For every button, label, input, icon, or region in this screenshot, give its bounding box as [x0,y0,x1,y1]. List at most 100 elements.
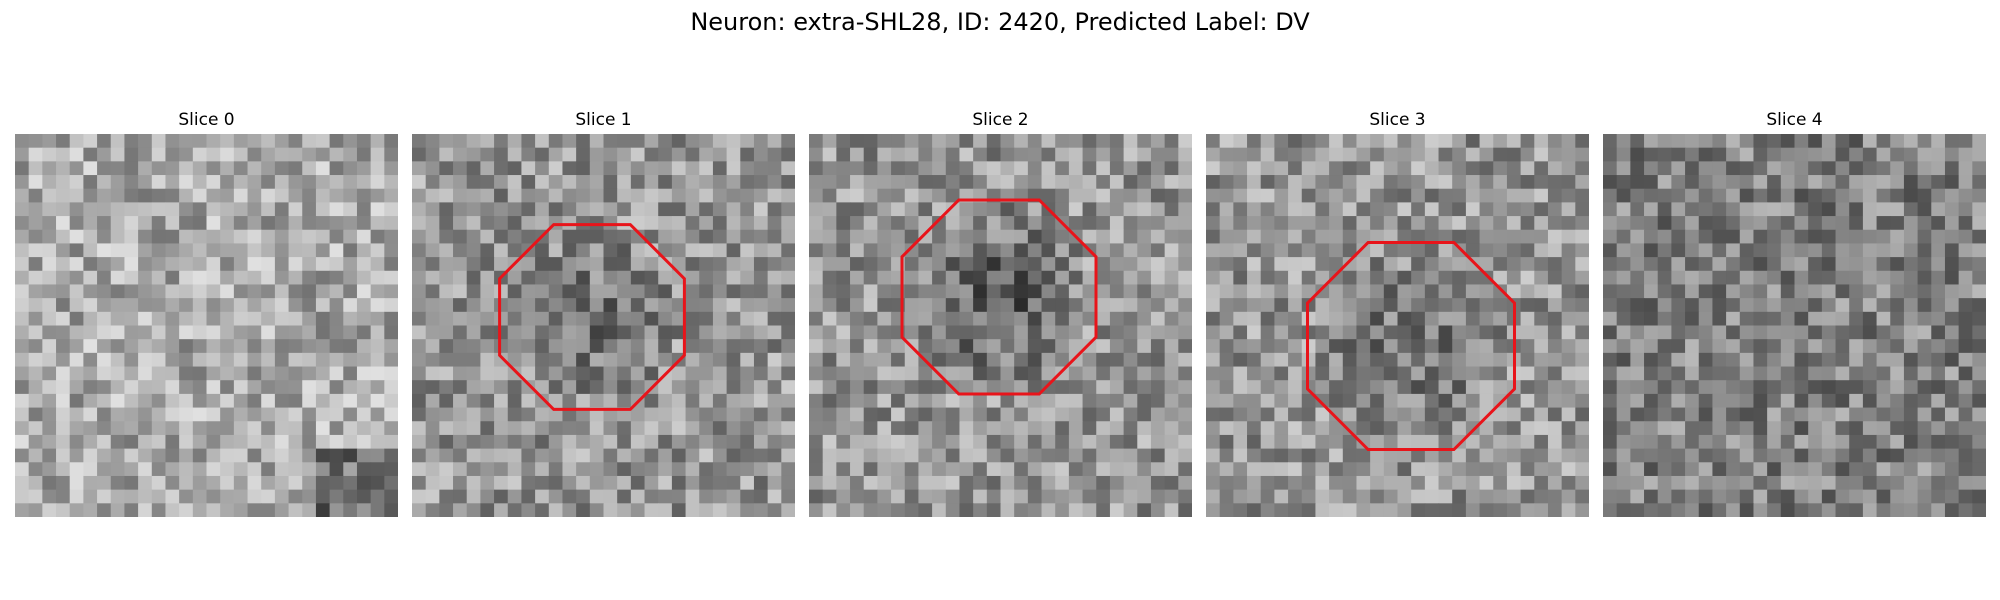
pixel-cell [1698,243,1713,258]
pixel-cell [1123,462,1138,477]
pixel-cell [1233,270,1248,285]
pixel-cell [1534,489,1549,504]
pixel-cell [83,161,98,176]
pixel-cell [1794,448,1809,463]
pixel-cell [192,284,207,299]
pixel-cell [1903,503,1919,517]
pixel-cell [1547,257,1563,272]
pixel-cell [1288,462,1303,477]
pixel-cell [83,229,98,244]
pixel-cell [1520,270,1535,285]
pixel-cell [1096,366,1111,381]
pixel-cell [918,161,933,176]
pixel-cell [671,243,687,258]
pixel-cell [1726,475,1741,491]
pixel-cell [932,229,947,244]
pixel-cell [1233,489,1248,504]
pixel-cell [850,489,865,504]
pixel-cell [1164,311,1179,326]
pixel-cell [15,147,30,162]
pixel-cell [863,216,878,231]
pixel-cell [1137,393,1152,409]
pixel-cell [206,434,221,450]
pixel-cell [1068,270,1084,285]
pixel-cell [138,503,153,517]
pixel-cell [233,311,249,326]
pixel-cell [466,188,481,203]
pixel-cell [1370,134,1385,149]
pixel-cell [1493,147,1508,162]
pixel-cell [1370,175,1385,190]
pixel-cell [480,462,495,477]
pixel-cell [1096,257,1111,272]
pixel-cell [1575,380,1589,395]
pixel-cell [1603,216,1618,231]
pixel-cell [1342,311,1357,326]
pixel-cell [1452,503,1467,517]
pixel-cell [1972,216,1986,231]
pixel-cell [699,380,714,395]
pixel-cell [315,434,331,450]
pixel-cell [1739,475,1754,491]
pixel-cell [151,298,166,313]
pixel-cell [302,134,317,149]
pixel-cell [356,380,372,395]
pixel-cell [1972,229,1986,244]
pixel-cell [726,352,741,368]
pixel-cell [439,188,454,203]
pixel-cell [1150,216,1166,231]
pixel-cell [658,216,673,231]
pixel-cell [1876,311,1891,326]
pixel-cell [630,243,646,258]
pixel-cell [1931,503,1946,517]
pixel-cell [1027,134,1043,149]
pixel-cell [1767,339,1782,354]
pixel-cell [83,311,98,326]
pixel-cell [1150,352,1166,368]
pixel-cell [1862,298,1878,313]
pixel-cell [1972,311,1986,326]
pixel-cell [1657,270,1672,285]
pixel-cell [1247,462,1262,477]
pixel-cell [1288,489,1303,504]
pixel-cell [850,448,865,463]
pixel-cell [179,243,194,258]
pixel-cell [343,475,358,491]
pixel-cell [1575,325,1589,340]
pixel-cell [494,161,509,176]
pixel-cell [740,175,755,190]
pixel-cell [315,134,331,149]
pixel-cell [124,147,139,162]
pixel-cell [1370,202,1385,217]
pixel-cell [521,489,536,504]
pixel-cell [1068,202,1084,217]
pixel-cell [959,147,974,162]
pixel-cell [1876,421,1891,436]
pixel-cell [1561,339,1576,354]
pixel-cell [138,147,153,162]
pixel-cell [1726,489,1741,504]
pixel-cell [1123,188,1138,203]
pixel-cell [1753,147,1768,162]
pixel-cell [412,503,427,517]
pixel-cell [589,298,604,313]
pixel-cell [850,284,865,299]
pixel-cell [97,188,112,203]
pixel-cell [1342,407,1357,422]
pixel-cell [1000,202,1015,217]
pixel-cell [986,175,1001,190]
pixel-cell [712,434,728,450]
pixel-cell [1301,257,1316,272]
pixel-cell [1438,243,1453,258]
pixel-cell [315,352,331,368]
pixel-cell [1068,325,1084,340]
pixel-cell [28,475,43,491]
pixel-cell [1575,161,1589,176]
pixel-cell [576,147,591,162]
pixel-cell [781,229,795,244]
pixel-cell [767,311,782,326]
pixel-cell [1178,325,1192,340]
pixel-cell [1247,489,1262,504]
pixel-cell [302,161,317,176]
pixel-cell [1917,161,1932,176]
